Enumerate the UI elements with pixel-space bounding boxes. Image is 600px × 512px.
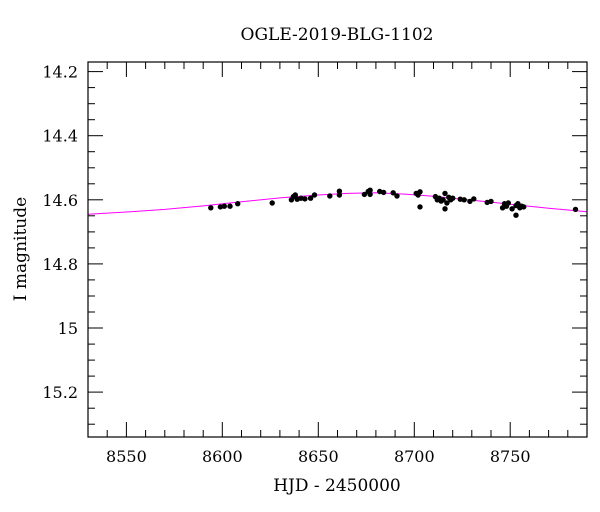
data-point: [513, 212, 519, 218]
data-point: [572, 206, 579, 213]
data-point: [505, 200, 511, 206]
axis-ticks: [87, 62, 588, 437]
data-point: [367, 191, 373, 198]
data-point: [380, 189, 387, 196]
data-point: [390, 190, 396, 196]
data-point: [227, 203, 233, 209]
data-point: [311, 192, 318, 198]
plot-frame: [87, 61, 588, 438]
data-point: [302, 196, 308, 202]
chart-title: OGLE-2019-BLG-1102: [241, 25, 434, 45]
y-tick-label: 14.8: [42, 255, 78, 274]
tick-labels: 8550 8600 8650 8700 8750 14.2 14.4 14.6 14.8 15 15…: [42, 63, 530, 466]
data-point: [444, 200, 450, 206]
data-point: [471, 196, 477, 202]
x-tick-label: 8600: [202, 447, 243, 466]
y-tick-label: 14.2: [42, 63, 78, 82]
data-point: [417, 204, 423, 210]
data-point: [440, 197, 446, 203]
x-tick-label: 8750: [490, 447, 531, 466]
x-axis-label: HJD - 2450000: [273, 476, 401, 496]
data-point: [521, 204, 527, 210]
data-point: [417, 189, 423, 195]
data-point: [394, 193, 400, 199]
data-point: [307, 195, 314, 201]
data-point: [461, 197, 467, 203]
data-point: [442, 206, 448, 212]
data-point: [488, 198, 494, 205]
data-point: [292, 192, 298, 198]
data-point: [450, 195, 456, 201]
data-point: [235, 201, 241, 207]
y-axis-label: I magnitude: [11, 197, 31, 301]
x-tick-label: 8700: [394, 447, 435, 466]
data-point: [467, 198, 473, 205]
data-point: [361, 191, 368, 198]
y-tick-label: 14.4: [42, 127, 78, 146]
data-point: [336, 192, 343, 198]
x-tick-label: 8550: [106, 447, 147, 466]
data-point: [367, 187, 373, 193]
data-point: [208, 205, 214, 211]
x-tick-label: 8650: [298, 447, 339, 466]
y-tick-label: 15: [58, 319, 78, 338]
data-point: [515, 201, 521, 207]
data-point: [327, 193, 333, 199]
plot-area: [87, 187, 588, 218]
data-point: [221, 203, 227, 209]
data-point: [336, 188, 343, 194]
y-tick-label: 15.2: [42, 383, 78, 402]
data-point: [509, 206, 515, 212]
y-tick-label: 14.6: [42, 191, 78, 210]
data-point: [269, 200, 275, 206]
data-point: [442, 190, 448, 197]
